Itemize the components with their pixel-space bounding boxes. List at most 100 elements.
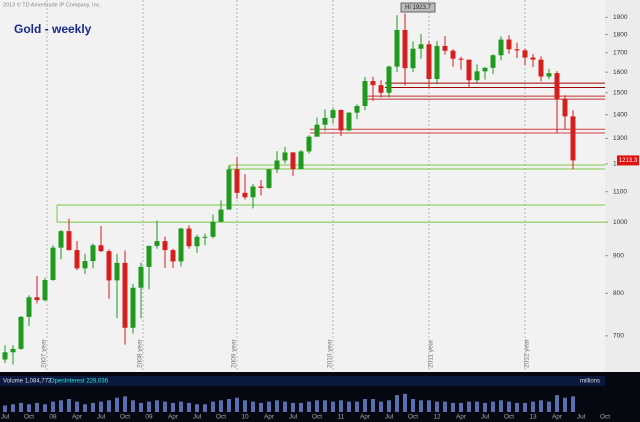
candle-body [106,251,112,281]
volume-bar [555,395,559,412]
candle-body [74,250,80,269]
x-tick-label: Jul [481,414,490,421]
volume-bar [251,401,255,412]
volume-bar [155,400,159,412]
candle-body [58,231,64,248]
volume-bar [403,393,407,412]
y-tick-label: 800 [613,290,624,297]
candle-body [122,262,128,328]
x-tick-label: 12 [433,414,441,421]
volume-bar [355,401,359,412]
x-tick-label: Jul [1,414,10,421]
chart-title: Gold - weekly [14,22,92,36]
volume-label: Volume 1,084,773 [3,379,52,385]
volume-header [0,376,605,386]
volume-bar [291,402,295,412]
x-tick-label: Oct [408,414,418,421]
volume-bar [243,400,247,412]
volume-bar [75,401,79,412]
volume-bar [51,401,55,412]
candle-body [130,287,136,328]
year-label: 2008 year [137,338,144,368]
volume-bar [371,399,375,412]
x-tick-label: Oct [600,414,610,421]
volume-bar [139,402,143,412]
volume-units: millions [580,379,600,385]
candle-body [554,73,560,99]
volume-bar [171,402,175,412]
candle-body [322,117,328,125]
candle-body [10,348,16,353]
volume-bar [411,399,415,412]
candle-body [266,169,272,188]
candle-body [290,152,296,170]
candle-body [146,245,152,267]
volume-bar [211,401,215,412]
candle-body [570,116,576,161]
volume-bar [19,402,23,412]
volume-bar [59,400,63,412]
volume-bar [467,401,471,412]
candle-body [562,98,568,117]
candle-body [402,29,408,69]
candle-body [370,81,376,86]
volume-bar [339,400,343,412]
volume-bar [515,402,519,412]
y-tick-label: 1900 [613,14,628,21]
x-tick-label: Oct [120,414,130,421]
last-price: 1213.3 [619,158,638,164]
candle-body [162,241,168,251]
candle-body [386,66,392,93]
year-label: 2007 year [41,338,48,368]
volume-bar [235,397,239,412]
volume-bar [91,402,95,412]
candle-body [362,81,368,106]
year-label: 2009 year [231,338,238,368]
volume-bar [107,400,111,412]
y-tick-label: 1700 [613,50,628,57]
candle-body [426,44,432,79]
candle-body [282,152,288,161]
y-tick-label: 1500 [613,89,628,96]
year-label: 2012 year [524,338,531,368]
x-tick-label: Oct [504,414,514,421]
candle-body [538,59,544,77]
x-tick-label: Oct [216,414,226,421]
volume-bar [395,395,399,412]
copyright: 2013 © TD Ameritrade IP Company, Inc. [3,1,101,8]
candle-body [154,241,160,246]
year-label: 2010 year [327,338,334,368]
price-axis-background [605,0,640,372]
volume-bar [475,401,479,412]
candle-body [482,67,488,72]
candle-body [26,297,32,317]
candle-body [226,169,232,210]
x-tick-label: Apr [456,414,467,421]
x-tick-label: Jul [289,414,298,421]
volume-bar [483,402,487,412]
candle-body [178,228,184,262]
volume-bar [67,399,71,412]
x-tick-label: Jul [193,414,202,421]
candle-body [506,39,512,50]
x-tick-label: Jul [577,414,586,421]
volume-bar [363,399,367,412]
x-tick-label: Apr [360,414,371,421]
x-tick-label: Apr [168,414,179,421]
x-tick-label: 10 [241,414,249,421]
candle-body [90,245,96,262]
last-price-box [617,155,639,166]
volume-bar [443,401,447,412]
x-tick-label: Apr [72,414,83,421]
candle-body [170,250,176,262]
candle-body [410,48,416,69]
candle-body [210,221,216,237]
candle-body [434,45,440,79]
volume-bar [83,404,87,412]
candle-body [34,297,40,301]
open-interest-label: OpenInterest 228,036 [50,379,109,385]
x-tick-label: 11 [338,414,345,421]
x-tick-label: Jul [385,414,394,421]
volume-bar [195,404,199,412]
candle-body [202,236,208,238]
